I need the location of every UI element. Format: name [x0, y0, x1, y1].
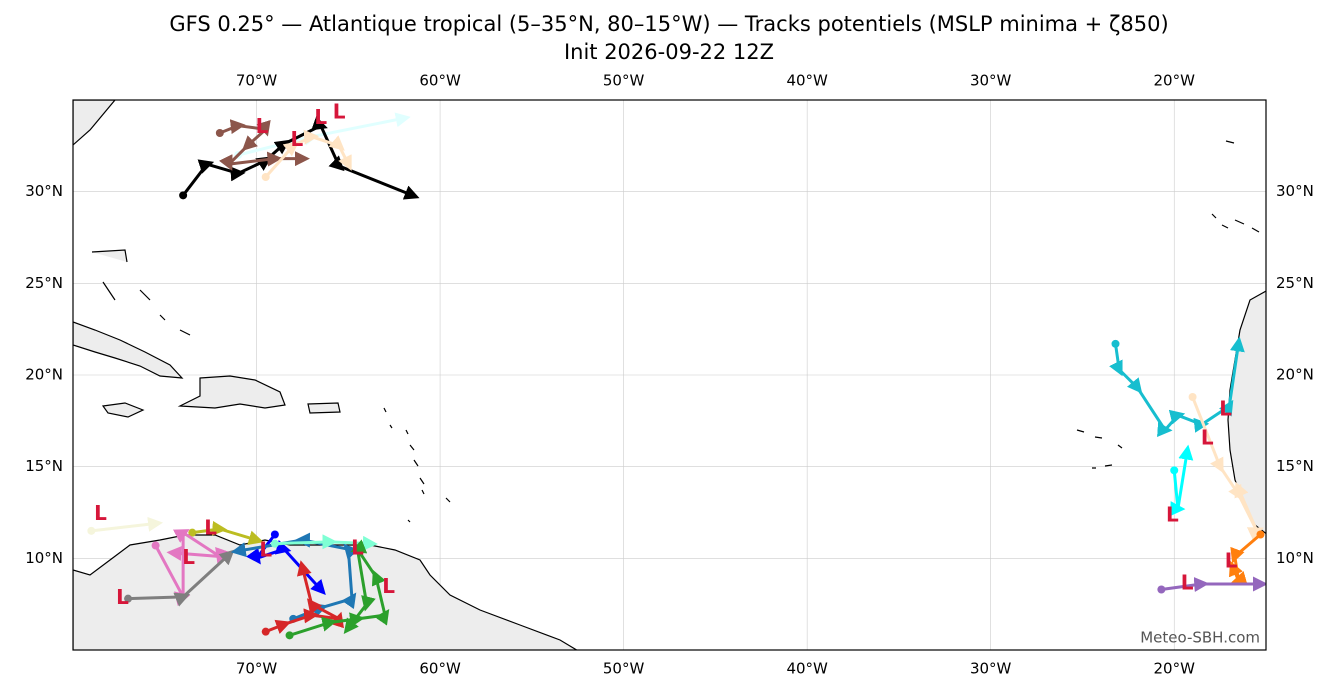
land: [73, 100, 1266, 650]
lon-tick-label: 40°W: [786, 72, 828, 90]
lon-tick-label: 60°W: [419, 660, 461, 678]
low-marker: L: [1219, 396, 1232, 420]
low-marker: L: [1225, 549, 1238, 573]
low-marker: L: [116, 585, 129, 609]
puerto-rico: [307, 402, 341, 414]
lat-tick-label: 30°N: [25, 182, 63, 200]
track-start: [87, 526, 96, 535]
lon-tick-label: 70°W: [236, 660, 278, 678]
track-start: [270, 539, 279, 548]
bahamas: [91, 249, 191, 336]
low-marker: L: [351, 536, 364, 560]
hispaniola: [177, 375, 286, 409]
cuba: [73, 321, 184, 379]
track-start: [1256, 530, 1265, 539]
south-america: [73, 534, 578, 650]
track: [1161, 576, 1266, 592]
low-marker: L: [1201, 426, 1214, 450]
lat-tick-label: 20°N: [1276, 366, 1314, 384]
track-start: [215, 129, 224, 137]
track-start: [261, 627, 270, 636]
track-start: [261, 173, 270, 181]
title: GFS 0.25° — Atlantique tropical (5–35°N,…: [169, 12, 1168, 36]
track: [218, 119, 310, 171]
jamaica: [101, 402, 145, 418]
lon-tick-label: 50°W: [603, 72, 645, 90]
track-start: [285, 631, 294, 640]
low-marker: L: [1181, 571, 1194, 595]
track: [289, 539, 390, 637]
lon-tick-label: 60°W: [419, 72, 461, 90]
track: [1229, 533, 1262, 586]
low-marker: L: [291, 127, 304, 151]
track-start: [151, 541, 160, 550]
low-marker: L: [259, 538, 272, 562]
lat-tick-label: 10°N: [1276, 549, 1314, 567]
florida-tip: [73, 100, 116, 146]
track: [128, 549, 235, 607]
track-start: [124, 594, 133, 603]
track: [264, 129, 352, 178]
lon-tick-label: 30°W: [970, 660, 1012, 678]
lon-tick-label: 20°W: [1154, 72, 1196, 90]
track-start: [1111, 339, 1120, 348]
track: [1191, 396, 1264, 541]
low-marker: L: [256, 114, 269, 138]
lat-tick-label: 15°N: [1276, 457, 1314, 475]
low-marker: L: [382, 574, 395, 598]
lat-tick-label: 20°N: [25, 366, 63, 384]
frame: [72, 99, 1267, 651]
track-start: [1188, 393, 1197, 401]
subtitle: Init 2026-09-22 12Z: [564, 40, 774, 64]
africa: [1227, 290, 1266, 535]
lon-tick-label: 30°W: [970, 72, 1012, 90]
low-marker: L: [314, 105, 327, 129]
cape-verde: [1076, 429, 1123, 469]
lon-tick-label: 20°W: [1154, 660, 1196, 678]
lat-tick-label: 15°N: [25, 457, 63, 475]
low-marker: L: [204, 516, 217, 540]
low-marker: L: [1166, 503, 1179, 527]
track: [91, 516, 164, 533]
track-start: [179, 191, 188, 200]
track: [1170, 444, 1194, 517]
credit: Meteo-SBH.com: [1140, 629, 1260, 647]
lat-tick-label: 30°N: [1276, 182, 1314, 200]
low-marker: L: [182, 545, 195, 569]
lat-tick-label: 10°N: [25, 549, 63, 567]
track-start: [1157, 585, 1166, 594]
lat-tick-label: 25°N: [1276, 274, 1314, 292]
lat-tick-label: 25°N: [25, 274, 63, 292]
lon-tick-label: 70°W: [236, 72, 278, 90]
canaries: [1211, 140, 1260, 233]
track-start: [1170, 466, 1179, 475]
low-marker: L: [94, 501, 107, 525]
lon-tick-label: 40°W: [786, 660, 828, 678]
lesser-antilles: [383, 407, 451, 523]
track: [1109, 336, 1245, 437]
low-marker: L: [333, 99, 346, 123]
lon-tick-label: 50°W: [603, 660, 645, 678]
